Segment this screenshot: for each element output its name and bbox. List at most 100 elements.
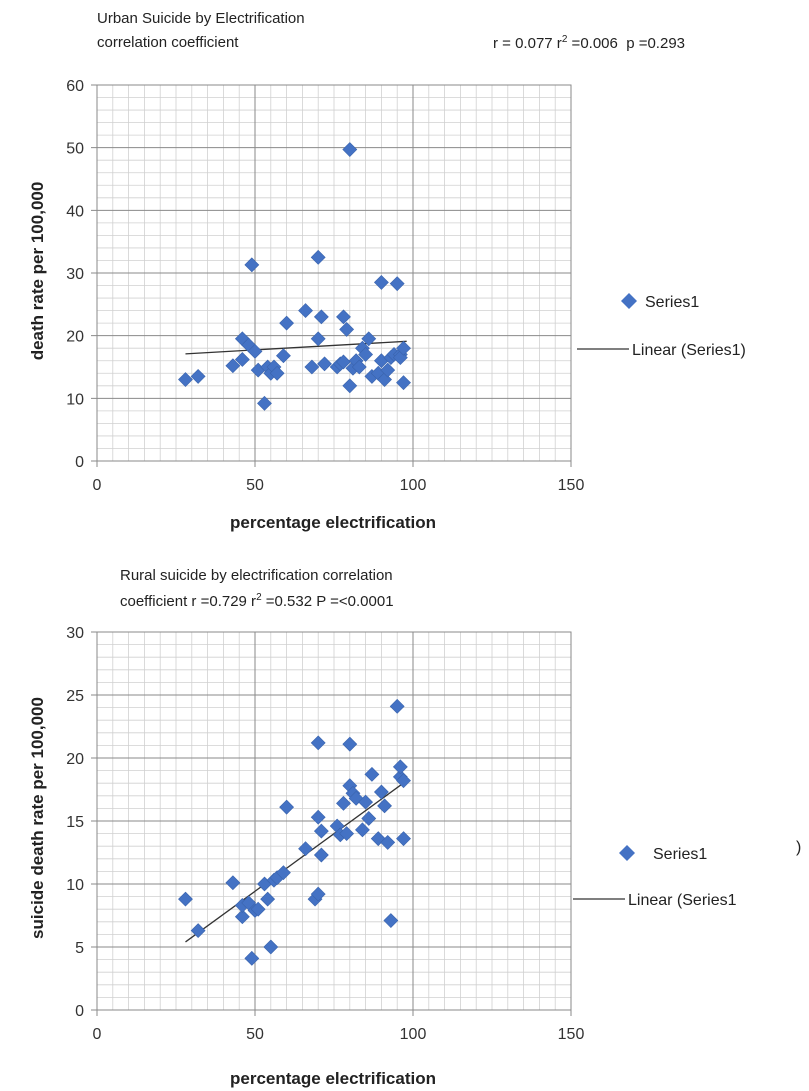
urban-y-tick-label: 40 [66,203,84,220]
urban-x-tick-label: 100 [400,477,427,494]
urban-y-tick-label: 60 [66,78,84,95]
rural-data-point [313,847,329,863]
rural-data-point [380,834,396,850]
rural-data-point [298,841,313,857]
urban-stat-r2: 0.006 [580,35,618,52]
urban-data-point [336,354,351,370]
rural-data-point [383,913,399,928]
rural-plot-area: 0 50 100 150 0 5 10 15 20 25 30 [66,625,584,1043]
rural-y-tick-label: 30 [66,625,84,642]
rural-data-point [234,909,250,925]
urban-title-line1: Urban Suicide by Electrification [97,10,305,27]
urban-stat-r: 0.077 [515,35,553,52]
rural-x-axis-title: percentage electrification [230,1069,436,1088]
rural-data-point [310,809,326,825]
rural-x-tick-label: 0 [93,1026,102,1043]
urban-data-point [190,368,206,384]
urban-data-point [313,309,329,325]
urban-plot-frame [96,84,572,462]
urban-data-point [269,365,285,381]
urban-x-axis-title: percentage electrification [230,513,436,532]
urban-data-point [244,257,260,273]
urban-data-point [389,276,405,292]
rural-y-tick-label: 25 [66,688,84,705]
rural-data-point [361,811,377,826]
rural-title-line2: coefficient r =0.729 r2 =0.532 P =<0.000… [120,592,394,610]
urban-data-point [336,309,351,325]
rural-data-point [310,886,326,902]
urban-y-tick-label: 10 [66,391,84,408]
urban-y-tick-label: 30 [66,266,84,283]
urban-data-point [377,372,392,387]
urban-data-point [276,348,291,364]
rural-data-point [342,736,358,752]
rural-x-tick-label: 150 [558,1026,585,1043]
rural-data-point [276,865,291,881]
rural-trendline [185,780,408,943]
urban-data-point [339,321,355,337]
rural-data-point [178,891,193,907]
rural-x-tick-label: 50 [246,1026,264,1043]
rural-data-point [396,773,411,789]
urban-legend-linear: Linear (Series1) [632,342,746,359]
urban-data-point [298,303,313,319]
urban-data-point [358,347,374,362]
urban-data-point [234,352,250,367]
rural-data-point [310,735,326,751]
rural-y-tick-label: 0 [75,1003,84,1020]
rural-data-point [313,823,329,839]
urban-data-point [178,372,193,387]
urban-data-point [310,249,326,265]
rural-y-tick-label: 15 [66,814,84,831]
urban-legend-marker-icon [621,293,637,309]
rural-legend-series1: Series1 [653,846,707,863]
urban-stats: r = 0.077 r2 =0.006 p =0.293 [493,34,686,52]
urban-data-point [396,340,411,356]
rural-data-point [396,831,411,847]
rural-legend-marker-icon [619,845,635,861]
urban-data-point [304,359,320,375]
rural-data-point [336,795,351,811]
urban-data-point [361,331,377,347]
urban-y-tick-label: 0 [75,454,84,471]
urban-data-point [396,375,411,391]
rural-y-tick-label: 5 [75,940,84,957]
urban-legend-series1: Series1 [645,294,699,311]
rural-data-point [377,798,392,814]
rural-y-axis-title: suicide death rate per 100,000 [28,697,47,939]
rural-data-point [392,759,408,775]
rural-title-line2-text: coefficient r =0.729 r [120,593,257,610]
urban-data-point [225,358,241,374]
rural-data-point [279,799,295,815]
rural-legend-linear: Linear (Series1 [628,892,737,909]
rural-y-tick-label: 20 [66,751,84,768]
rural-data-point [339,826,355,842]
urban-y-axis-title: death rate per 100,000 [28,182,47,361]
rural-data-point [190,923,206,939]
rural-x-tick-label: 100 [400,1026,427,1043]
urban-x-tick-label: 0 [93,477,102,494]
urban-data-point [257,395,272,411]
rural-data-point [250,901,266,917]
rural-data-point [389,698,405,714]
urban-y-tick-label: 20 [66,329,84,346]
rural-plot-frame [96,631,572,1011]
urban-x-tick-label: 150 [558,477,585,494]
rural-title-line2-rest: =0.532 P =<0.0001 [261,593,394,610]
urban-x-tick-label: 50 [246,477,264,494]
urban-data-point [342,378,358,394]
urban-data-point [317,356,332,372]
rural-data-point [263,939,279,955]
rural-y-tick-label: 10 [66,877,84,894]
urban-data-point [247,343,263,359]
urban-plot-area: 0 50 100 150 0 10 20 30 40 50 60 [66,78,584,494]
urban-scatter-plot: death rate per 100,000 percentage electr… [28,78,746,532]
urban-data-point [380,362,396,378]
rural-title-line2-sup: 2 [256,592,262,603]
rural-data-point [364,766,380,782]
rural-data-point [225,875,241,891]
rural-data-point [355,822,370,838]
rural-legend-stray-mark: ) [796,839,801,856]
urban-y-tick-label: 50 [66,141,84,158]
